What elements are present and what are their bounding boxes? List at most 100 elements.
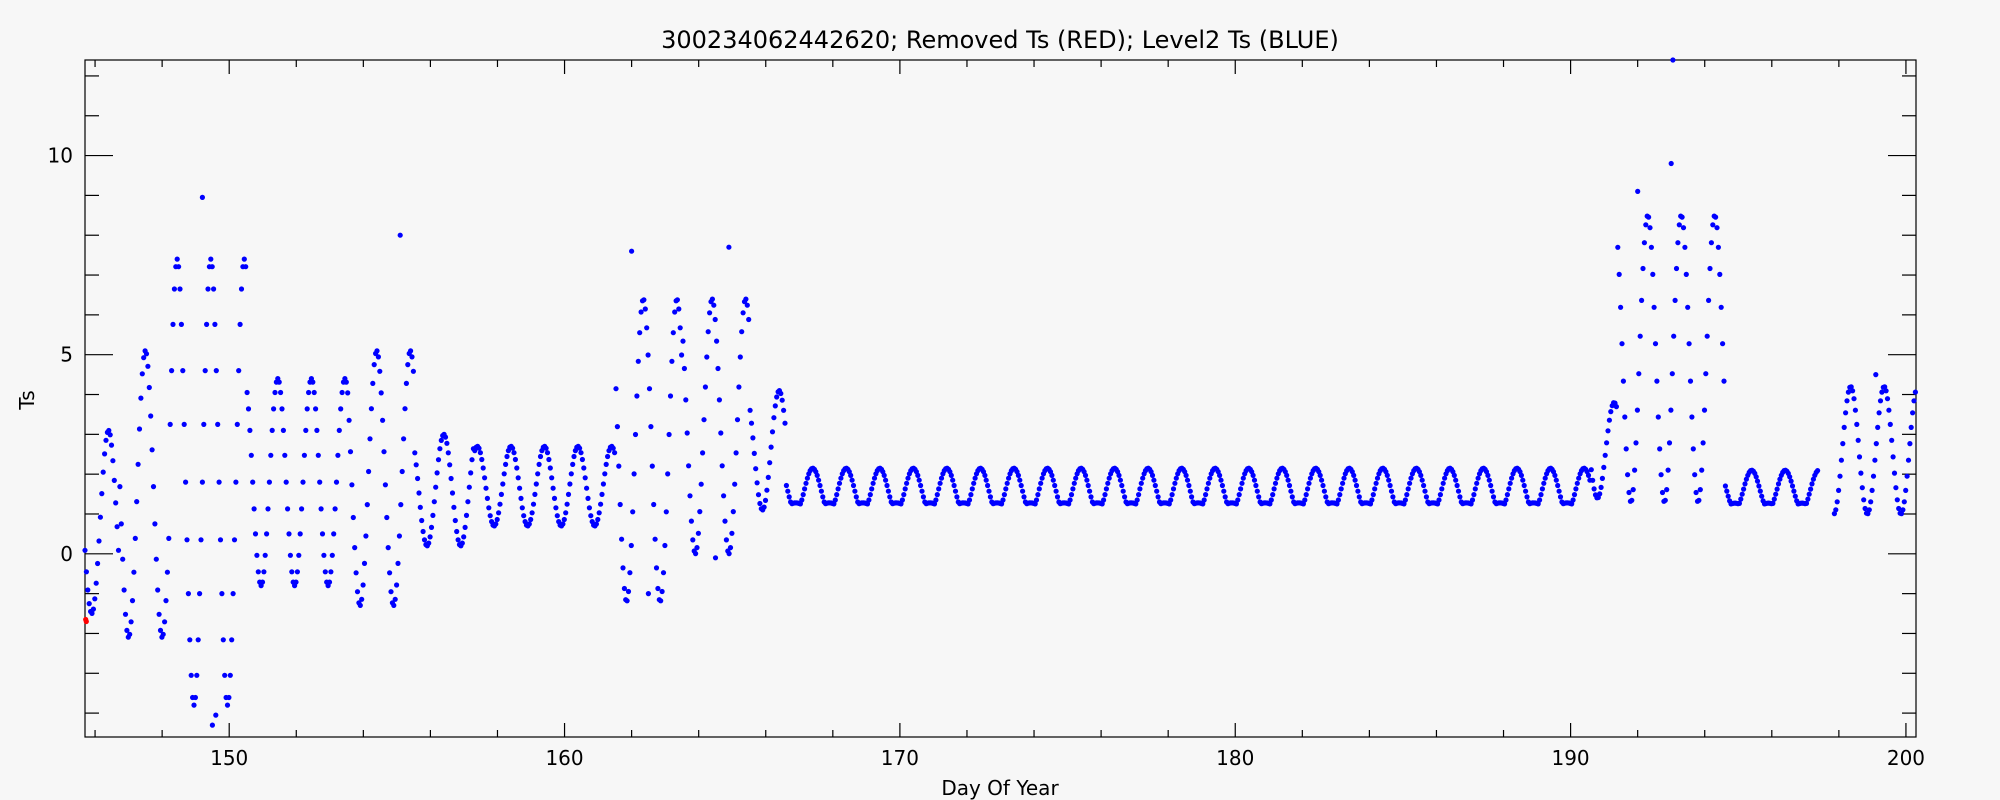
data-point-level2 <box>1039 475 1045 481</box>
data-point-level2 <box>579 456 586 463</box>
data-point-level2 <box>1717 271 1723 277</box>
data-point-level2 <box>644 325 650 331</box>
data-point-level2 <box>229 637 235 643</box>
data-point-level2 <box>238 286 245 292</box>
data-point-level2 <box>1620 378 1626 384</box>
data-point-level2 <box>310 379 316 385</box>
data-point-level2 <box>1390 494 1396 500</box>
data-point-level2 <box>1622 414 1628 420</box>
data-point-level2 <box>1067 497 1073 503</box>
data-point-level2 <box>93 580 99 586</box>
data-point-level2 <box>421 537 428 543</box>
data-point-level2 <box>774 394 780 400</box>
data-point-level2 <box>620 565 626 571</box>
data-point-level2 <box>665 471 671 477</box>
data-point-level2 <box>740 310 746 316</box>
data-point-level2 <box>430 512 436 519</box>
data-point-level2 <box>1018 482 1024 489</box>
data-point-level2 <box>1891 470 1898 476</box>
data-point-level2 <box>375 354 381 360</box>
data-point-level2 <box>245 406 252 412</box>
data-point-level2 <box>634 393 640 399</box>
data-point-level2 <box>1117 477 1123 483</box>
data-point-level2 <box>103 437 109 443</box>
data-point-level2 <box>645 352 651 358</box>
data-point-level2 <box>1419 477 1425 483</box>
data-point-level2-peak <box>726 244 732 250</box>
data-point-level2 <box>751 450 757 456</box>
data-point-level2 <box>543 445 549 451</box>
data-point-level2 <box>948 472 954 478</box>
data-point-level2 <box>403 380 409 386</box>
data-point-level2 <box>465 499 471 505</box>
data-point-level2 <box>1657 446 1663 452</box>
data-point-level2 <box>204 321 210 327</box>
data-point-level2 <box>367 436 373 442</box>
data-point-level2 <box>1639 297 1645 303</box>
data-point-level2 <box>1017 477 1023 483</box>
data-point-level2 <box>1715 244 1721 250</box>
data-point-level2 <box>1856 454 1863 460</box>
data-point-level2 <box>1475 475 1481 481</box>
data-point-level2 <box>1854 421 1860 427</box>
data-point-level2 <box>1601 464 1607 470</box>
data-point-level2 <box>388 589 394 595</box>
data-point-level2 <box>1693 489 1699 496</box>
data-point-level2 <box>546 456 552 463</box>
data-point-level2 <box>191 702 197 708</box>
data-point-level2 <box>1841 424 1847 430</box>
data-point-level2 <box>1320 482 1326 489</box>
data-point-level2 <box>92 596 98 602</box>
data-point-level2 <box>131 569 137 575</box>
data-point-level2-peak <box>1670 57 1676 63</box>
data-point-level2 <box>420 528 426 535</box>
data-point-level2 <box>1851 396 1857 402</box>
data-point-level2 <box>1571 492 1578 498</box>
y-axis-title: Ts <box>15 390 39 410</box>
data-point-level2 <box>1701 407 1708 413</box>
data-point-level2 <box>563 510 569 516</box>
data-point-level2 <box>1307 475 1313 481</box>
data-point-level2 <box>1222 494 1228 500</box>
data-point-level2 <box>850 482 857 489</box>
data-point-level2 <box>598 501 604 507</box>
data-point-level2 <box>195 637 201 643</box>
data-point-level2 <box>463 512 470 519</box>
data-point-level2-peak <box>1668 160 1674 167</box>
data-point-level2 <box>1119 482 1125 489</box>
data-point-level2 <box>1623 446 1629 452</box>
data-point-level2 <box>315 452 321 458</box>
data-point-level2 <box>149 447 155 453</box>
data-point-level2 <box>648 424 654 430</box>
data-point-level2 <box>614 424 621 430</box>
data-point-level2 <box>1904 473 1910 479</box>
data-point-level2 <box>799 497 805 503</box>
data-point-level2 <box>1335 497 1341 503</box>
data-point-level2 <box>1845 389 1851 395</box>
data-point-level2 <box>1652 341 1659 347</box>
data-point-level2 <box>599 491 605 497</box>
data-point-level2 <box>466 484 472 490</box>
data-point-level2 <box>1850 388 1856 394</box>
data-point-level2 <box>652 536 658 542</box>
data-point-level2 <box>303 427 309 433</box>
data-point-level2 <box>1388 488 1395 494</box>
data-point-level2 <box>619 536 625 542</box>
data-point-level2 <box>1912 389 1918 395</box>
data-point-level2 <box>469 457 475 463</box>
data-point-level2 <box>272 389 278 396</box>
data-point-level2 <box>1036 486 1042 492</box>
data-point-level2 <box>1893 485 1899 491</box>
data-point-level2 <box>582 475 588 481</box>
data-point-level2 <box>672 309 678 315</box>
data-point-level2 <box>716 397 723 403</box>
data-point-level2 <box>951 482 957 489</box>
data-point-level2 <box>1753 474 1759 480</box>
data-point-level2 <box>1870 473 1877 479</box>
data-point-level2 <box>746 316 752 323</box>
data-point-level2 <box>452 517 458 524</box>
data-point-level2 <box>581 465 587 471</box>
data-point-level2 <box>317 479 323 485</box>
data-point-level2 <box>674 297 681 303</box>
data-point-level2 <box>1154 488 1160 494</box>
